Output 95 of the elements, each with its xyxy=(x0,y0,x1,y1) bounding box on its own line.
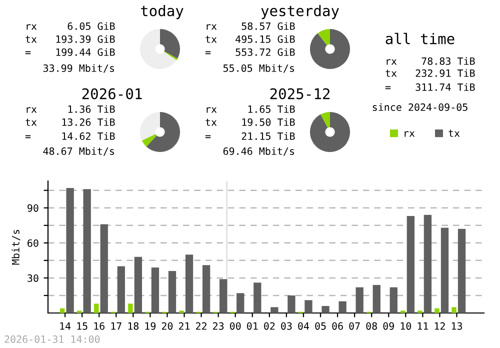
bar xyxy=(356,287,364,313)
bar xyxy=(185,254,194,313)
text: since 2024-09-05 xyxy=(372,103,468,111)
x-tick-label: 16 xyxy=(94,322,104,330)
text: tx 193.39 GiB xyxy=(26,35,115,43)
x-tick-label: 04 xyxy=(298,322,310,330)
x-tick-label: 10 xyxy=(400,322,412,330)
x-tick-label: 20 xyxy=(162,322,173,330)
bar xyxy=(202,265,210,313)
x-tick-label: 15 xyxy=(77,322,88,330)
bar xyxy=(270,307,278,313)
y-tick-label: 30 xyxy=(28,274,38,282)
text: tx 19.50 TiB xyxy=(206,118,295,126)
bar xyxy=(254,282,262,313)
x-tick-label: 11 xyxy=(418,322,428,330)
text: rx 1.65 TiB xyxy=(206,105,295,113)
donut-slice xyxy=(142,134,157,147)
x-tick-label: 08 xyxy=(366,322,377,330)
x-tick-label: 02 xyxy=(264,322,275,330)
bar xyxy=(440,228,449,313)
donut-slice xyxy=(164,51,178,60)
bar xyxy=(128,304,133,313)
bar xyxy=(424,214,432,313)
x-tick-label: 14 xyxy=(60,322,71,330)
chart-title: 2025-12 xyxy=(270,88,330,100)
bar xyxy=(151,267,160,313)
text: = 553.72 GiB xyxy=(205,48,295,56)
x-tick-label: 21 xyxy=(178,322,190,330)
bar xyxy=(372,284,380,313)
text: 33.99 Mbit/s xyxy=(43,64,114,73)
bar xyxy=(100,224,108,313)
donut-slice xyxy=(140,112,160,141)
legend-label: rx xyxy=(404,131,415,137)
text: rx 58.57 GiB xyxy=(206,22,295,30)
donut-slice xyxy=(310,112,350,152)
text: tx 232.91 TiB xyxy=(386,69,475,77)
x-tick-label: 12 xyxy=(434,322,445,330)
text: rx 1.36 TiB xyxy=(26,105,115,113)
bar xyxy=(60,308,65,313)
bar xyxy=(66,188,74,313)
text: 2026-01-31 14:00 xyxy=(4,335,100,343)
bar xyxy=(94,304,99,313)
chart-title: yesterday xyxy=(261,4,339,20)
text: all time xyxy=(386,32,454,44)
x-tick-label: 13 xyxy=(452,322,462,330)
bar xyxy=(458,228,466,313)
y-axis-title: Mbit/s xyxy=(12,230,20,265)
text: 48.67 Mbit/s xyxy=(43,147,114,156)
bar xyxy=(168,270,176,313)
bar xyxy=(338,301,346,313)
chart-title: 2026-01 xyxy=(82,88,142,100)
y-tick-label: 90 xyxy=(28,204,38,212)
text: 69.46 Mbit/s xyxy=(223,147,294,156)
text: = 21.15 TiB xyxy=(205,132,295,140)
donut-slice xyxy=(160,29,180,59)
x-tick-label: 07 xyxy=(349,322,360,330)
text: = 311.74 TiB xyxy=(385,83,475,91)
x-tick-label: 05 xyxy=(315,322,326,330)
x-tick-label: 03 xyxy=(281,322,292,330)
bar xyxy=(304,300,312,313)
x-tick-label: 18 xyxy=(128,322,139,330)
x-tick-label: 01 xyxy=(247,322,258,330)
bar xyxy=(390,287,398,313)
bar xyxy=(406,216,415,313)
bar xyxy=(322,306,330,313)
x-tick-label: 19 xyxy=(145,322,156,330)
bar xyxy=(83,189,91,313)
text: tx 13.26 TiB xyxy=(26,118,115,126)
text: rx 6.05 GiB xyxy=(26,22,115,30)
text: = 14.62 TiB xyxy=(25,132,115,140)
chart-title: today xyxy=(140,4,184,20)
donut-slice xyxy=(140,29,177,69)
text: = 199.44 GiB xyxy=(25,48,115,56)
x-tick-label: 00 xyxy=(230,322,241,330)
bar xyxy=(452,307,456,313)
donut-slice xyxy=(318,29,330,46)
bar xyxy=(434,308,440,313)
x-tick-label: 23 xyxy=(213,322,224,330)
legend-label: tx xyxy=(448,130,460,137)
text: 55.05 Mbit/s xyxy=(223,64,294,73)
bar xyxy=(220,279,228,313)
y-tick-label: 60 xyxy=(28,239,38,247)
x-tick-label: 17 xyxy=(111,322,122,330)
text: rx 78.83 TiB xyxy=(386,57,475,65)
donut-slice xyxy=(320,112,330,128)
x-tick-label: 06 xyxy=(332,322,343,330)
bar xyxy=(134,256,142,313)
donut-slice xyxy=(310,29,350,69)
bar xyxy=(117,266,125,313)
text: tx 495.15 GiB xyxy=(206,35,295,43)
x-tick-label: 09 xyxy=(383,322,394,330)
bar xyxy=(236,293,244,313)
bar xyxy=(288,295,296,313)
x-tick-label: 22 xyxy=(196,322,206,330)
donut-slice xyxy=(146,112,180,152)
